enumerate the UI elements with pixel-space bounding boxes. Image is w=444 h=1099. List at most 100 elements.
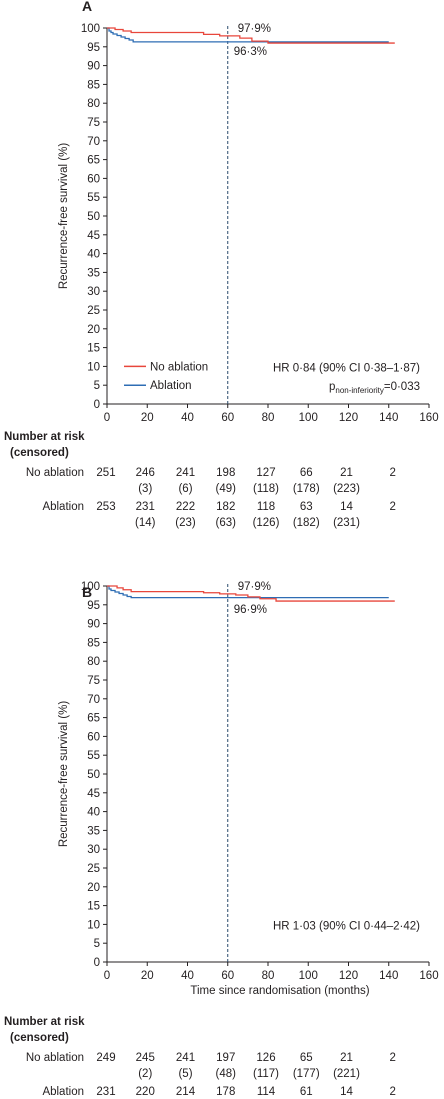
x-tick-label: 100 bbox=[299, 412, 318, 424]
risk-censored-count: (231) bbox=[333, 517, 360, 529]
risk-censored-count: (2) bbox=[138, 1068, 152, 1080]
risk-at-risk-count: 2 bbox=[390, 1052, 396, 1064]
risk-at-risk-count: 118 bbox=[257, 501, 275, 513]
panel-a-letter: A bbox=[82, 0, 92, 14]
panel-b-axes: 0 5 10 15 20 25 30 35 40 45 50 55 60 65 70 75 80 85 90 95 10… bbox=[81, 581, 439, 982]
y-tick-label: 45 bbox=[87, 788, 100, 800]
risk-at-risk-count: 65 bbox=[300, 1052, 313, 1064]
risk-at-risk-count: 127 bbox=[256, 467, 275, 479]
risk-censored-count: (63) bbox=[216, 517, 237, 529]
y-tick-label: 60 bbox=[87, 173, 100, 185]
risk-table-header: Number at risk bbox=[4, 1016, 85, 1028]
y-tick-label: 100 bbox=[81, 581, 100, 593]
risk-censored-count: (6) bbox=[178, 483, 192, 495]
y-tick-label: 75 bbox=[87, 675, 100, 687]
risk-at-risk-count: 21 bbox=[340, 1052, 353, 1064]
risk-table-header: Number at risk bbox=[4, 431, 85, 443]
risk-at-risk-count: 126 bbox=[256, 1052, 275, 1064]
risk-at-risk-count: 61 bbox=[300, 1086, 313, 1098]
risk-row-label: No ablation bbox=[26, 1052, 84, 1064]
x-tick-label: 0 bbox=[104, 412, 110, 424]
y-tick-label: 30 bbox=[87, 286, 100, 298]
y-tick-label: 70 bbox=[87, 136, 100, 148]
x-tick-label: 40 bbox=[181, 970, 194, 982]
x-tick-label: 140 bbox=[379, 970, 398, 982]
x-tick-label: 120 bbox=[339, 970, 358, 982]
y-tick-label: 10 bbox=[87, 919, 100, 931]
panel-b-letter: B bbox=[82, 584, 92, 600]
y-tick-label: 55 bbox=[87, 192, 100, 204]
p-value-number: =0·033 bbox=[384, 381, 420, 393]
risk-at-risk-count: 251 bbox=[96, 467, 115, 479]
risk-censored-count: (221) bbox=[333, 1068, 360, 1080]
panel-b-upper-value-label: 97·9% bbox=[238, 581, 271, 593]
y-tick-label: 85 bbox=[87, 637, 100, 649]
y-tick-label: 15 bbox=[87, 343, 100, 355]
risk-row-label: No ablation bbox=[26, 467, 84, 479]
panel-b-risk-table: Number at risk (censored) No ablation 249 24… bbox=[4, 1016, 396, 1098]
risk-at-risk-count: 198 bbox=[216, 467, 235, 479]
y-tick-label: 65 bbox=[87, 155, 100, 167]
risk-censored-count: (117) bbox=[253, 1068, 279, 1080]
risk-censored-count: (118) bbox=[253, 483, 279, 495]
y-tick-label: 60 bbox=[87, 731, 100, 743]
y-tick-label: 40 bbox=[87, 249, 100, 261]
risk-at-risk-count: 249 bbox=[96, 1052, 115, 1064]
risk-censored-count: (49) bbox=[216, 483, 237, 495]
panel-b-lower-value-label: 96·9% bbox=[234, 604, 267, 616]
panel-a-p-value: pnon-inferiority=0·033 bbox=[329, 381, 420, 395]
y-tick-label: 15 bbox=[87, 901, 100, 913]
y-tick-label: 25 bbox=[87, 863, 100, 875]
y-tick-label: 80 bbox=[87, 98, 100, 110]
y-tick-label: 40 bbox=[87, 807, 100, 819]
y-tick-label: 5 bbox=[94, 380, 100, 392]
risk-at-risk-count: 197 bbox=[216, 1052, 235, 1064]
risk-at-risk-count: 231 bbox=[96, 1086, 115, 1098]
risk-censored-count: (5) bbox=[178, 1068, 192, 1080]
x-tick-label: 160 bbox=[419, 412, 438, 424]
risk-at-risk-count: 21 bbox=[340, 467, 353, 479]
panel-b-y-axis-label: Recurrence-free survival (%) bbox=[58, 701, 70, 848]
p-prefix: p bbox=[329, 381, 335, 393]
y-tick-label: 75 bbox=[87, 117, 100, 129]
y-tick-label: 55 bbox=[87, 750, 100, 762]
risk-table-subheader: (censored) bbox=[10, 447, 69, 459]
y-tick-label: 90 bbox=[87, 619, 100, 631]
y-tick-label: 50 bbox=[87, 211, 100, 223]
legend-ablation-label: Ablation bbox=[150, 380, 192, 392]
legend-no-ablation-label: No ablation bbox=[150, 361, 208, 373]
risk-censored-count: (3) bbox=[138, 483, 152, 495]
risk-censored-count: (177) bbox=[293, 1068, 320, 1080]
risk-at-risk-count: 245 bbox=[136, 1052, 155, 1064]
x-tick-label: 140 bbox=[379, 412, 398, 424]
panel-a-legend: No ablation Ablation bbox=[124, 361, 208, 392]
panel-b-survival-curves bbox=[107, 585, 395, 602]
risk-at-risk-count: 231 bbox=[136, 501, 155, 513]
y-tick-label: 0 bbox=[94, 957, 100, 969]
y-tick-label: 85 bbox=[87, 79, 100, 91]
y-tick-label: 45 bbox=[87, 230, 100, 242]
x-tick-label: 60 bbox=[221, 412, 234, 424]
panel-a-y-axis-label: Recurrence-free survival (%) bbox=[58, 143, 70, 290]
risk-at-risk-count: 182 bbox=[216, 501, 235, 513]
risk-at-risk-count: 14 bbox=[340, 501, 353, 513]
y-tick-label: 95 bbox=[87, 42, 100, 54]
risk-at-risk-count: 253 bbox=[96, 501, 115, 513]
panel-a-lower-value-label: 96·3% bbox=[234, 46, 267, 58]
y-tick-label: 70 bbox=[87, 694, 100, 706]
panel-b-chart: B Recurrence-free survival (%) 051015202… bbox=[4, 581, 439, 1098]
panel-a-chart: A Recurrence-free survival (%) 051015202… bbox=[4, 0, 439, 529]
risk-censored-count: (126) bbox=[253, 517, 280, 529]
x-tick-label: 160 bbox=[419, 970, 438, 982]
risk-censored-count: (182) bbox=[293, 517, 320, 529]
ablation-curve bbox=[107, 27, 389, 43]
risk-censored-count: (14) bbox=[135, 517, 156, 529]
risk-at-risk-count: 14 bbox=[340, 1086, 353, 1098]
risk-row-label: Ablation bbox=[42, 501, 84, 513]
y-tick-label: 35 bbox=[87, 267, 100, 279]
panel-a-hazard-ratio: HR 0·84 (90% CI 0·38–1·87) bbox=[273, 362, 420, 374]
panel-b-x-axis-label: Time since randomisation (months) bbox=[190, 985, 369, 997]
risk-row-label: Ablation bbox=[42, 1086, 84, 1098]
risk-at-risk-count: 2 bbox=[390, 501, 396, 513]
